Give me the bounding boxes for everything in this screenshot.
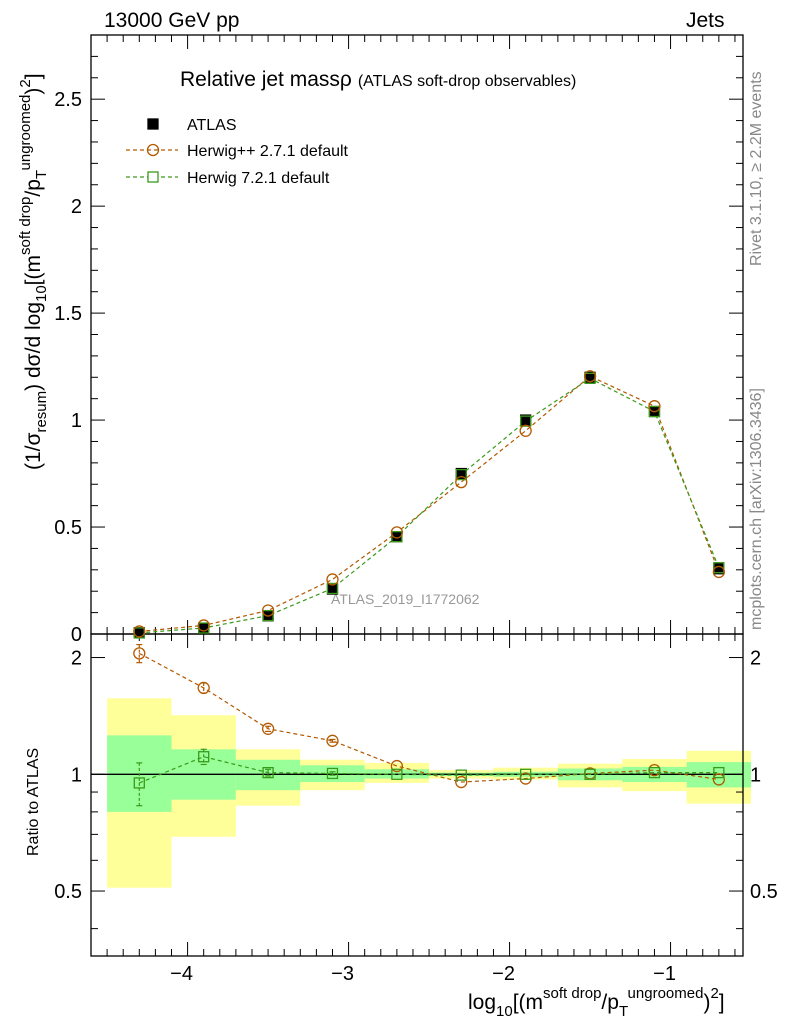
legend-marker-herwigpp — [146, 143, 160, 157]
ratio-point-herwig7 — [713, 766, 725, 779]
ratio-y-tick-label-right: 1 — [750, 764, 761, 786]
point-herwig7 — [262, 609, 274, 622]
point-herwigpp — [133, 625, 146, 638]
point-herwigpp — [326, 573, 339, 586]
chart-title: Relative jet massρ (ATLAS soft-drop obser… — [180, 68, 576, 91]
legend-marker-atlas — [147, 118, 159, 130]
y-tick-label: 2 — [71, 196, 82, 218]
ratio-point-herwigpp — [455, 775, 468, 789]
y-tick-label: 1.5 — [54, 303, 82, 325]
y-tick-label: 0.5 — [54, 517, 82, 539]
point-herwigpp — [712, 565, 726, 579]
ratio-point-herwigpp — [390, 759, 404, 773]
y-tick-label: 0 — [71, 624, 82, 646]
uncertainty-bands — [107, 698, 752, 888]
point-herwig7 — [520, 415, 532, 427]
ratio-point-herwig7 — [584, 768, 596, 780]
ratio-point-herwig7 — [133, 777, 145, 789]
ratio-point-herwig7 — [455, 769, 467, 781]
x-axis-label: log10[(msoft drop/pTungroomed)2] — [468, 985, 725, 1020]
main-series — [133, 370, 726, 639]
ratio-y-tick-label: 2 — [71, 648, 82, 670]
ratio-point-herwig7 — [391, 768, 403, 780]
point-herwigpp — [390, 526, 404, 539]
point-herwigpp — [197, 619, 210, 632]
ratio-y-tick-label: 0.5 — [54, 881, 82, 903]
ratio-point-herwigpp — [133, 647, 146, 660]
ratio-point-herwig7 — [198, 751, 210, 763]
ratio-point-herwig7 — [648, 766, 661, 779]
legend-label-atlas: ATLAS — [187, 117, 237, 134]
point-herwig7 — [391, 531, 403, 543]
ratio-y-tick-label: 1 — [71, 764, 82, 786]
point-herwig7 — [455, 468, 467, 481]
ratio-point-herwig7 — [520, 768, 532, 780]
ratio-point-herwigpp — [261, 722, 275, 735]
legend: ATLAS Herwig++ 2.7.1 default Herwig 7.2.1 … — [126, 117, 349, 187]
x-tick-label: −2 — [492, 963, 515, 985]
point-herwigpp — [455, 475, 468, 489]
legend-label-herwigpp: Herwig++ 2.7.1 default — [187, 143, 349, 160]
series-line-herwigpp — [139, 375, 720, 633]
y-tick-label: 1 — [71, 410, 82, 432]
ratio-y-tick-label-right: 0.5 — [750, 881, 778, 903]
point-herwigpp — [583, 370, 597, 383]
ratio-point-herwigpp — [326, 734, 339, 747]
ratio-y-tick-label-right: 2 — [750, 648, 761, 670]
point-herwigpp — [261, 604, 275, 617]
legend-marker-herwig7 — [147, 171, 159, 183]
point-herwigpp — [519, 424, 532, 437]
ratio-line-herwig7 — [139, 756, 719, 784]
point-herwig7 — [648, 405, 661, 418]
ticks — [91, 34, 743, 956]
ratio-point-herwig7 — [262, 766, 274, 779]
point-herwig7 — [326, 582, 339, 595]
ratio-frame — [90, 633, 744, 957]
ratio-point-herwigpp — [197, 681, 210, 695]
header-right: Jets — [686, 9, 725, 32]
series-line-herwig7 — [139, 377, 720, 634]
x-tick-label: −3 — [331, 963, 354, 985]
ratio-y-axis-label: Ratio to ATLAS — [25, 748, 42, 856]
x-tick-label: −4 — [170, 963, 193, 985]
ratio-point-herwig7 — [326, 767, 339, 780]
ratio-line-herwigpp — [139, 652, 719, 783]
x-tick-label: −1 — [653, 963, 676, 985]
point-herwigpp — [648, 400, 661, 413]
point-herwig7 — [713, 562, 725, 574]
ratio-point-herwigpp — [712, 773, 726, 786]
y-axis-label: (1/σresum) dσ/d log10[(msoft drop/pTungr… — [17, 73, 50, 470]
header-left: 13000 GeV pp — [104, 9, 240, 32]
watermark: ATLAS_2019_I1772062 — [331, 591, 480, 607]
ratio-series — [133, 643, 726, 807]
legend-label-herwig7: Herwig 7.2.1 default — [187, 170, 330, 187]
y-tick-label: 2.5 — [54, 89, 82, 111]
